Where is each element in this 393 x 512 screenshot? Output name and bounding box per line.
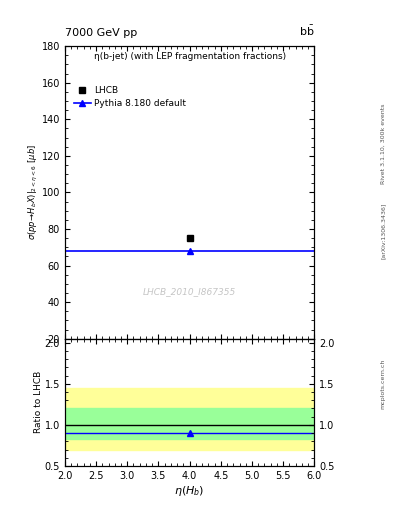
X-axis label: $\eta(H_b)$: $\eta(H_b)$ — [174, 483, 205, 498]
Text: [arXiv:1306.3436]: [arXiv:1306.3436] — [381, 202, 386, 259]
Text: Rivet 3.1.10, 300k events: Rivet 3.1.10, 300k events — [381, 103, 386, 184]
Bar — [65, 409, 314, 439]
Y-axis label: Ratio to LHCB: Ratio to LHCB — [34, 371, 43, 434]
Legend: LHCB, Pythia 8.180 default: LHCB, Pythia 8.180 default — [74, 86, 186, 108]
Text: η(b-jet) (with LEP fragmentation fractions): η(b-jet) (with LEP fragmentation fractio… — [94, 52, 286, 61]
Y-axis label: $\sigma(pp \!\rightarrow\! H_b X)|_{2<\eta<6}\ [\mu b]$: $\sigma(pp \!\rightarrow\! H_b X)|_{2<\e… — [27, 144, 40, 240]
Bar — [65, 388, 314, 450]
Text: 7000 GeV pp: 7000 GeV pp — [65, 28, 137, 38]
Text: b$\bar{\rm b}$: b$\bar{\rm b}$ — [299, 24, 314, 38]
Text: LHCB_2010_I867355: LHCB_2010_I867355 — [143, 287, 236, 296]
Text: mcplots.cern.ch: mcplots.cern.ch — [381, 359, 386, 409]
